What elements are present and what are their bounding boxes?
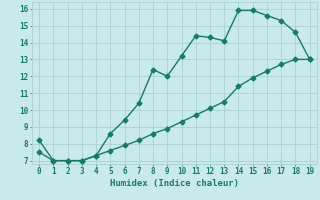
X-axis label: Humidex (Indice chaleur): Humidex (Indice chaleur)	[110, 179, 239, 188]
